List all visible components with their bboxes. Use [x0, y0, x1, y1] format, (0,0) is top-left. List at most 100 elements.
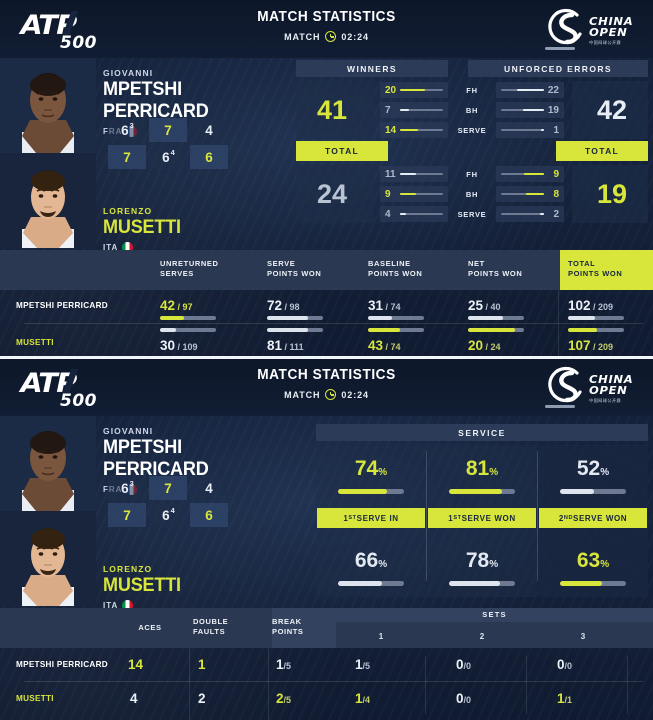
- tournament-line1: CHINA: [589, 374, 634, 386]
- breakdown-row-bh: 9 BH 8: [380, 185, 564, 203]
- player-headshot-1: [0, 416, 96, 511]
- percent-value: 52%: [538, 445, 648, 481]
- slash: /: [564, 695, 568, 705]
- points-table-header-row: UNRETURNED SERVES SERVE POINTS WON BASEL…: [0, 250, 653, 290]
- line2: POINTS: [272, 627, 304, 636]
- bar-track: [501, 172, 544, 176]
- tiebreak-score: 4: [170, 147, 175, 157]
- slash: /: [590, 302, 599, 312]
- atp-logo: ATP 500: [20, 366, 134, 412]
- panel-divider: [0, 356, 653, 359]
- title-block: MATCH STATISTICS MATCH 02:24: [0, 9, 653, 42]
- denominator: 209: [598, 302, 614, 312]
- cell-set-2: 0/0: [456, 656, 471, 674]
- tournament-line2: OPEN: [589, 385, 628, 397]
- col-header-sets: SETS: [336, 608, 653, 622]
- value: 2: [553, 208, 559, 220]
- row-label-bh: BH: [465, 189, 479, 199]
- service-tag-1st-serve-in: 1 ST SERVE IN: [317, 508, 425, 528]
- cell-serve-points-won: 72 / 98: [267, 297, 300, 315]
- player-photo-mpetshi-perricard: [0, 416, 96, 511]
- china-open-swoosh-icon: [548, 8, 582, 45]
- set-score-cell: 7: [149, 118, 187, 142]
- bar-fill: [539, 212, 544, 216]
- tournament-line2: OPEN: [589, 27, 628, 39]
- slash: /: [283, 695, 287, 705]
- numerator: 0: [456, 691, 464, 706]
- bar-fill: [400, 212, 407, 216]
- p1-errors-serve: 1: [496, 122, 564, 138]
- p1-errors-bh: 19: [496, 102, 564, 118]
- label: SERVE IN: [356, 513, 399, 523]
- cell-net-points-won: 20 / 24: [468, 337, 501, 355]
- set-games: 6: [205, 507, 213, 523]
- value: 66: [354, 549, 379, 572]
- p1-1st-serve-in: 74%: [316, 445, 426, 505]
- china-open-wordmark: CHINA OPEN 中国网球公开赛: [589, 17, 633, 46]
- clock-icon: [325, 31, 337, 42]
- denominator: 5: [286, 695, 292, 705]
- bar-fill: [267, 328, 308, 332]
- serve-table-rows: MPETSHI PERRICARD 14 1 1/5 1/5 0/0 0/0: [0, 648, 653, 716]
- player-2-winners-total: 24: [316, 178, 348, 209]
- title-block: MATCH STATISTICS MATCH 02:24: [0, 367, 653, 400]
- player-1-first-name: GIOVANNI: [103, 68, 154, 78]
- denominator: 5: [286, 661, 292, 671]
- atp-tier-label: 500: [60, 391, 97, 411]
- cell-total-points-won: 102 / 209: [568, 297, 613, 315]
- service-divider: [426, 451, 427, 581]
- slash: /: [590, 342, 599, 352]
- set-divider: [425, 656, 426, 714]
- bar-fill: [400, 192, 417, 196]
- cell-bar: [368, 316, 424, 320]
- denominator: 74: [390, 302, 401, 312]
- percent-value: 63%: [538, 537, 648, 573]
- value: 7: [385, 104, 391, 116]
- slash: /: [463, 661, 467, 671]
- bar-fill: [568, 328, 597, 332]
- player-2-name-block: LORENZO MUSETTI ITA: [103, 206, 185, 253]
- cell-bar: [468, 316, 524, 320]
- bar-fill: [160, 316, 185, 320]
- numerator: 1: [557, 691, 565, 706]
- value: 9: [553, 168, 559, 180]
- player-photo-musetti: [0, 153, 96, 248]
- serve-stats-table: ACES DOUBLE FAULTS BREAK POINTS SETS 1 2…: [0, 608, 653, 720]
- service-module: SERVICE 74% 81% 52%: [316, 424, 648, 597]
- tiebreak-score: 3: [129, 478, 134, 488]
- player-2-country-code: ITA: [103, 601, 119, 610]
- col-header-aces: ACES: [138, 623, 162, 632]
- line2: POINTS WON: [468, 269, 523, 278]
- player-headshot-2: [0, 153, 96, 248]
- percent-bar-track: [449, 581, 515, 586]
- p2-1st-serve-in: 66%: [316, 537, 426, 597]
- player-1-breakdown-rows: 20 FH 22 7 BH: [380, 81, 564, 141]
- bar-fill: [267, 316, 308, 320]
- percent-value: 66%: [316, 537, 426, 573]
- player-2-country-row: ITA: [103, 242, 185, 253]
- label: SERVE WON: [461, 513, 516, 523]
- numerator: 1: [355, 657, 363, 672]
- atp-tier-label: 500: [60, 33, 97, 53]
- p2-winners-fh: 11: [380, 166, 448, 182]
- cell-set-1: 1/5: [355, 656, 370, 674]
- serve-table-header-row: ACES DOUBLE FAULTS BREAK POINTS SETS 1 2…: [0, 608, 653, 648]
- tournament-line1: CHINA: [589, 16, 634, 28]
- set-games: 7: [164, 480, 172, 496]
- player-2-last-name: MUSETTI: [103, 575, 181, 596]
- col-header-net-points-won: NET POINTS WON: [468, 250, 568, 290]
- table-row: MPETSHI PERRICARD 14 1 1/5 1/5 0/0 0/0: [0, 648, 653, 682]
- ordinal-suffix: ND: [563, 515, 574, 521]
- numerator: 0: [557, 657, 565, 672]
- slash: /: [383, 342, 391, 352]
- player-1-errors-total: 42: [596, 94, 628, 125]
- bar-track: [501, 108, 544, 112]
- set-games: 6: [121, 480, 129, 496]
- col-header-set-3: 3: [580, 632, 586, 641]
- row-label-bh: BH: [465, 105, 479, 115]
- logo-underline: [545, 47, 575, 50]
